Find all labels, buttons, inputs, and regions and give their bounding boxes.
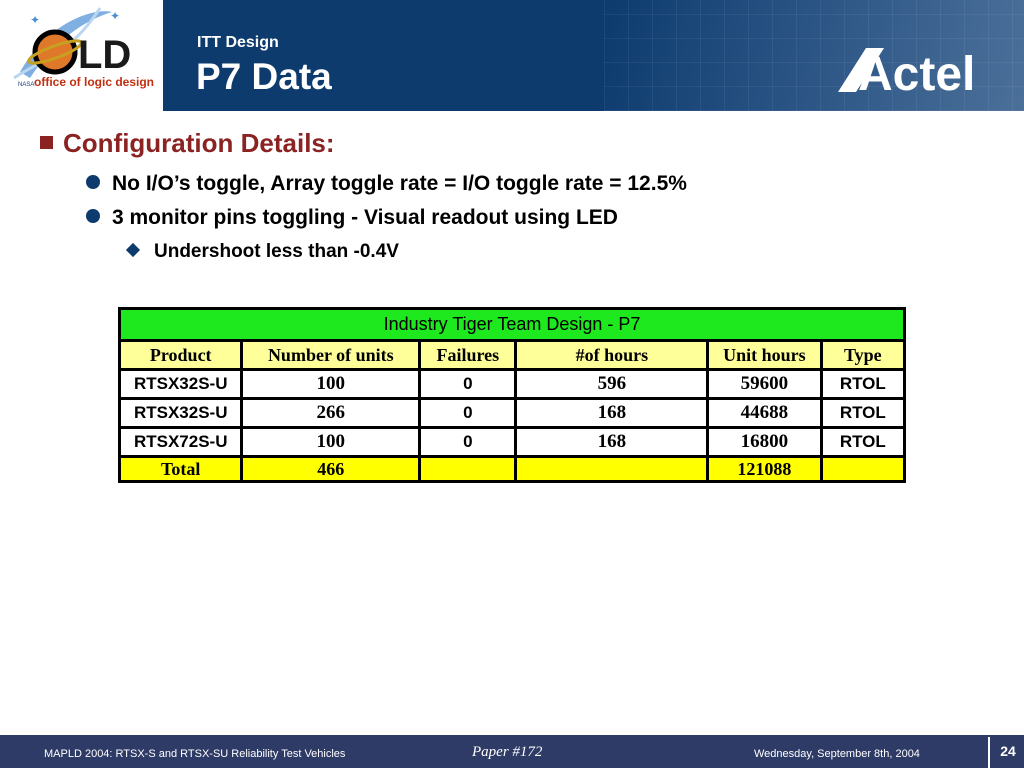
slide-footer: MAPLD 2004: RTSX-S and RTSX-SU Reliabili… — [0, 735, 1024, 768]
diamond-bullet-icon — [125, 242, 141, 258]
actel-logo-text: Actel — [858, 48, 975, 96]
table-row: RTSX32S-U 266 0 168 44688 RTOL — [117, 397, 907, 429]
table-caption: Industry Tiger Team Design - P7 — [118, 307, 906, 342]
table-cell: 59600 — [706, 368, 823, 400]
column-header: #of hours — [514, 339, 710, 371]
bullet-item-text: 3 monitor pins toggling - Visual readout… — [112, 206, 618, 229]
column-header: Unit hours — [706, 339, 823, 371]
round-bullet-icon — [86, 209, 100, 224]
column-header: Failures — [418, 339, 518, 371]
table-cell: 0 — [418, 368, 518, 400]
round-bullet-icon — [86, 175, 100, 190]
table-cell: 100 — [240, 368, 422, 400]
table-cell — [819, 455, 907, 483]
table-cell: RTSX32S-U — [117, 397, 244, 429]
bullet-item-text: No I/O’s toggle, Array toggle rate = I/O… — [112, 172, 687, 195]
table-cell: 0 — [418, 397, 518, 429]
page-number: 24 — [988, 737, 1024, 768]
table-cell: RTOL — [819, 397, 907, 429]
column-header: Type — [819, 339, 907, 371]
table-cell: 121088 — [706, 455, 823, 483]
slide-header: ✦ ✦ LD NASA office of logic design ITT D… — [0, 0, 1024, 111]
table-cell — [514, 455, 710, 483]
svg-text:NASA: NASA — [18, 82, 34, 88]
square-bullet-icon — [40, 135, 53, 149]
footer-date: Wednesday, September 8th, 2004 — [754, 748, 920, 760]
bullet-heading: Configuration Details: — [40, 128, 335, 159]
table-cell: 44688 — [706, 397, 823, 429]
table-cell: 0 — [418, 426, 518, 458]
table-cell: 266 — [240, 397, 422, 429]
table-cell: 596 — [514, 368, 710, 400]
table-cell: RTSX32S-U — [117, 368, 244, 400]
table-cell: RTOL — [819, 426, 907, 458]
reliability-table: Industry Tiger Team Design - P7 Product … — [117, 307, 907, 483]
table-row: RTSX32S-U 100 0 596 59600 RTOL — [117, 368, 907, 400]
table-cell: 466 — [240, 455, 422, 483]
column-header: Number of units — [240, 339, 422, 371]
table-total-row: Total 466 121088 — [117, 455, 907, 483]
table-header-row: Product Number of units Failures #of hou… — [117, 339, 907, 371]
footer-conference: MAPLD 2004: RTSX-S and RTSX-SU Reliabili… — [44, 748, 346, 760]
slide-subtitle: ITT Design — [197, 34, 279, 51]
svg-text:LD: LD — [78, 33, 131, 77]
slide-title: P7 Data — [196, 56, 332, 97]
table-cell: RTSX72S-U — [117, 426, 244, 458]
sub-bullet-item: Undershoot less than -0.4V — [125, 241, 399, 263]
table-cell: 168 — [514, 426, 710, 458]
bullet-item: No I/O’s toggle, Array toggle rate = I/O… — [86, 172, 687, 196]
table-cell: Total — [117, 455, 244, 483]
table-row: RTSX72S-U 100 0 168 16800 RTOL — [117, 426, 907, 458]
bullet-heading-text: Configuration Details: — [63, 128, 335, 158]
svg-text:✦: ✦ — [110, 9, 120, 23]
actel-logo: Actel — [836, 44, 1006, 101]
table-cell: RTOL — [819, 368, 907, 400]
table-cell — [418, 455, 518, 483]
svg-text:✦: ✦ — [30, 13, 40, 27]
old-logo-text: office of logic design — [34, 75, 154, 89]
bullet-item: 3 monitor pins toggling - Visual readout… — [86, 206, 618, 230]
footer-paper: Paper #172 — [472, 744, 543, 760]
sub-bullet-item-text: Undershoot less than -0.4V — [154, 241, 399, 262]
table-cell: 168 — [514, 397, 710, 429]
old-logo: ✦ ✦ LD NASA office of logic design — [0, 0, 163, 111]
header-grid-pattern — [604, 0, 1024, 111]
table-cell: 16800 — [706, 426, 823, 458]
column-header: Product — [117, 339, 244, 371]
table-cell: 100 — [240, 426, 422, 458]
